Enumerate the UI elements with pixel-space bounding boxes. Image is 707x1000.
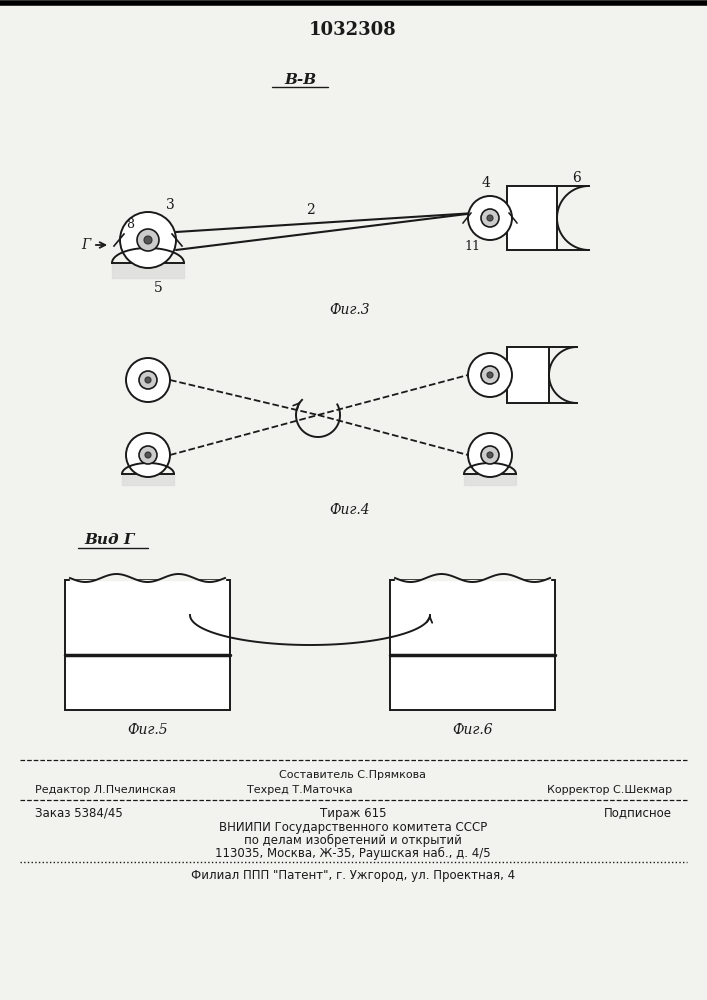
Text: 1032308: 1032308: [309, 21, 397, 39]
Text: 3: 3: [165, 198, 175, 212]
Text: 8: 8: [126, 219, 134, 232]
Text: Г: Г: [81, 238, 90, 252]
Circle shape: [468, 196, 512, 240]
Text: 6: 6: [573, 171, 581, 185]
Text: Техред Т.Маточка: Техред Т.Маточка: [247, 785, 353, 795]
Text: 5: 5: [153, 281, 163, 295]
Circle shape: [126, 358, 170, 402]
Circle shape: [487, 372, 493, 378]
Text: Фиг.3: Фиг.3: [329, 303, 370, 317]
Circle shape: [481, 446, 499, 464]
Text: ВНИИПИ Государственного комитета СССР: ВНИИПИ Государственного комитета СССР: [219, 820, 487, 834]
Circle shape: [120, 212, 176, 268]
Text: Фиг.6: Фиг.6: [452, 723, 493, 737]
Text: Фиг.5: Фиг.5: [127, 723, 168, 737]
Circle shape: [481, 366, 499, 384]
Circle shape: [487, 452, 493, 458]
Circle shape: [145, 452, 151, 458]
Circle shape: [139, 446, 157, 464]
Text: 113035, Москва, Ж-35, Раушская наб., д. 4/5: 113035, Москва, Ж-35, Раушская наб., д. …: [215, 846, 491, 860]
Text: Составитель С.Прямкова: Составитель С.Прямкова: [279, 770, 426, 780]
Circle shape: [137, 229, 159, 251]
Circle shape: [487, 215, 493, 221]
Text: Тираж 615: Тираж 615: [320, 806, 386, 820]
Circle shape: [144, 236, 152, 244]
Text: Корректор С.Шекмар: Корректор С.Шекмар: [547, 785, 672, 795]
Circle shape: [145, 377, 151, 383]
Text: Филиал ППП "Патент", г. Ужгород, ул. Проектная, 4: Филиал ППП "Патент", г. Ужгород, ул. Про…: [191, 868, 515, 882]
Circle shape: [468, 433, 512, 477]
Text: Подписное: Подписное: [604, 806, 672, 820]
Text: Фиг.4: Фиг.4: [329, 503, 370, 517]
Bar: [65, 580, 230, 710]
Bar: [390, 580, 555, 710]
Circle shape: [481, 209, 499, 227]
Text: 11: 11: [464, 239, 480, 252]
Text: Заказ 5384/45: Заказ 5384/45: [35, 806, 123, 820]
Bar: [507, 347, 549, 403]
Circle shape: [126, 433, 170, 477]
Circle shape: [139, 371, 157, 389]
Text: В-В: В-В: [284, 73, 316, 87]
Text: Редактор Л.Пчелинская: Редактор Л.Пчелинская: [35, 785, 176, 795]
Text: по делам изобретений и открытий: по делам изобретений и открытий: [244, 833, 462, 847]
Bar: [507, 186, 557, 250]
Text: Вид Г: Вид Г: [85, 533, 135, 547]
Text: 2: 2: [305, 203, 315, 217]
Circle shape: [468, 353, 512, 397]
Text: 4: 4: [481, 176, 491, 190]
